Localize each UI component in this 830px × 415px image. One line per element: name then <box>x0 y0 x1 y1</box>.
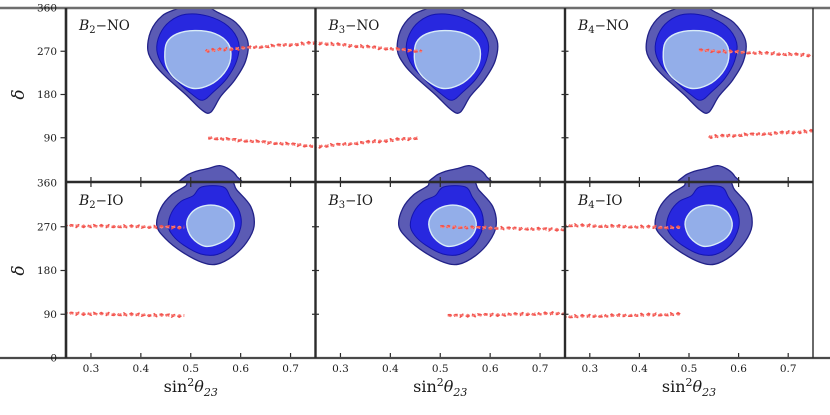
panel-label: B4−NO <box>577 18 629 36</box>
red-dashed-constraint-line <box>447 311 565 318</box>
red-dashed-constraint-line <box>315 135 421 149</box>
red-dashed-constraint-line <box>66 311 185 318</box>
x-tick-label: 0.6 <box>482 363 499 375</box>
red-dashed-constraint-line <box>66 224 185 229</box>
x-axis-title: sin2θ23 <box>413 376 467 399</box>
red-dashed-constraint-line <box>447 310 565 319</box>
contour-extra-outer <box>428 164 492 181</box>
panel-B2-IO <box>66 183 255 319</box>
x-tick-label: 0.5 <box>182 363 199 375</box>
red-dashed-constraint-line <box>315 40 423 53</box>
y-tick-label: 270 <box>37 46 57 58</box>
x-axis-title: sin2θ23 <box>662 376 716 399</box>
red-dashed-constraint-line <box>708 129 813 139</box>
contour-extra-outer <box>677 164 741 181</box>
x-tick-label: 0.4 <box>631 363 648 375</box>
red-dashed-constraint-line <box>205 41 316 53</box>
x-tick-label: 0.3 <box>581 363 598 375</box>
x-tick-label: 0.5 <box>432 363 449 375</box>
contour-inner-1sigma <box>164 29 232 90</box>
red-dashed-constraint-line <box>565 312 681 319</box>
panel-B3-NO <box>315 8 499 181</box>
red-dashed-constraint-line <box>565 311 682 319</box>
y-axis-title: δ <box>9 89 29 99</box>
y-tick-label: 90 <box>44 309 57 321</box>
contour-inner-1sigma <box>413 29 482 90</box>
contour-inner-1sigma <box>428 204 477 248</box>
contour-inner-1sigma <box>684 204 733 248</box>
y-tick-label: 0 <box>50 353 57 365</box>
red-dashed-constraint-line <box>440 225 565 231</box>
x-tick-label: 0.5 <box>681 363 698 375</box>
panel-B4-IO <box>565 183 753 319</box>
red-dashed-constraint-line <box>565 222 682 230</box>
y-tick-label: 360 <box>37 178 57 190</box>
panel-B4-NO <box>645 8 813 181</box>
x-tick-label: 0.3 <box>332 363 349 375</box>
red-dashed-constraint-line <box>698 49 813 57</box>
x-tick-label: 0.4 <box>382 363 399 375</box>
x-tick-label: 0.7 <box>532 363 549 375</box>
panel-label: B4−IO <box>577 193 622 211</box>
red-dashed-constraint-line <box>208 136 316 148</box>
red-dashed-constraint-line <box>708 128 813 140</box>
panel-label: B2−IO <box>78 193 123 211</box>
red-dashed-constraint-line <box>66 223 185 230</box>
red-dashed-constraint-line <box>565 223 681 230</box>
y-tick-label: 180 <box>37 89 57 101</box>
x-tick-label: 0.6 <box>232 363 249 375</box>
y-tick-label: 90 <box>44 132 57 144</box>
x-tick-label: 0.4 <box>132 363 149 375</box>
x-tick-label: 0.7 <box>282 363 299 375</box>
panel-label: B3−NO <box>328 18 380 36</box>
x-axis-title: sin2θ23 <box>164 376 218 399</box>
red-dashed-constraint-line <box>698 48 813 58</box>
panel-label: B3−IO <box>328 193 373 211</box>
contour-inner-1sigma <box>186 204 235 248</box>
red-dashed-constraint-line <box>440 224 565 232</box>
y-tick-label: 360 <box>37 3 57 15</box>
x-tick-label: 0.6 <box>730 363 747 375</box>
red-dashed-constraint-line <box>315 41 422 53</box>
y-axis-title: δ <box>9 265 29 275</box>
red-dashed-constraint-line <box>66 311 185 319</box>
panel-label: B2−NO <box>78 18 130 36</box>
panel-B3-IO <box>398 183 565 319</box>
red-dashed-constraint-line <box>205 40 316 53</box>
y-tick-label: 270 <box>37 221 57 233</box>
contour-inner-1sigma <box>662 29 730 90</box>
y-tick-label: 180 <box>37 265 57 277</box>
panel-B2-NO <box>147 8 316 181</box>
contour-extra-outer <box>178 164 243 181</box>
x-tick-label: 0.3 <box>83 363 100 375</box>
x-tick-label: 0.7 <box>780 363 797 375</box>
